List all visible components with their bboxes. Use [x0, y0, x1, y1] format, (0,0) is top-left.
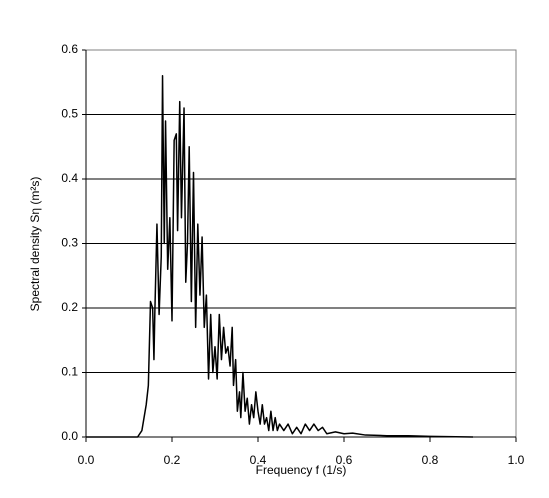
x-tick-label: 0.2 — [164, 453, 181, 467]
x-tick-label: 0.0 — [78, 453, 95, 467]
x-tick-label: 0.6 — [336, 453, 353, 467]
y-tick-label: 0.0 — [61, 429, 78, 443]
y-tick-label: 0.3 — [61, 236, 78, 250]
x-tick-label: 1.0 — [508, 453, 525, 467]
y-axis-label: Spectral density Sη (m²s) — [28, 177, 42, 312]
spectrum-line — [86, 75, 474, 438]
x-axis-label: Frequency f (1/s) — [256, 463, 347, 477]
y-tick-label: 0.2 — [61, 300, 78, 314]
y-tick-label: 0.4 — [61, 171, 78, 185]
y-tick-label: 0.5 — [61, 107, 78, 121]
x-tick-label: 0.4 — [250, 453, 267, 467]
x-tick-label: 0.8 — [422, 453, 439, 467]
y-tick-label: 0.6 — [61, 42, 78, 56]
y-tick-label: 0.1 — [61, 365, 78, 379]
